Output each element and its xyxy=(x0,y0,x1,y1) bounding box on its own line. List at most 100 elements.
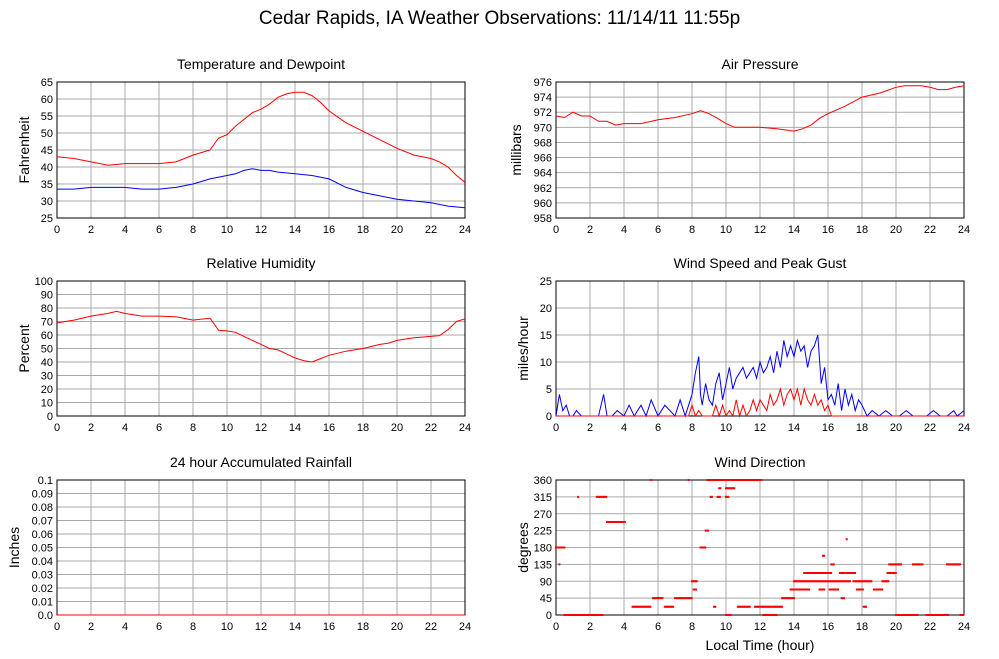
x-tick-label: 10 xyxy=(720,224,732,236)
data-point xyxy=(843,572,846,574)
data-point xyxy=(898,614,901,616)
data-point xyxy=(747,605,750,608)
x-tick-label: 4 xyxy=(122,422,128,434)
data-point xyxy=(617,521,620,523)
data-point xyxy=(581,614,584,616)
data-point xyxy=(941,614,944,616)
y-tick-label: 0.07 xyxy=(32,516,53,528)
data-point xyxy=(744,479,747,481)
data-point xyxy=(570,614,573,616)
data-point xyxy=(582,614,585,616)
data-point xyxy=(746,479,749,481)
x-tick-label: 10 xyxy=(720,621,732,633)
data-point xyxy=(725,487,727,490)
data-point xyxy=(729,614,732,616)
y-tick-label: 315 xyxy=(534,492,552,504)
data-point xyxy=(909,614,912,616)
data-point xyxy=(858,580,861,583)
data-point xyxy=(822,580,825,583)
data-point xyxy=(784,597,787,600)
data-point xyxy=(732,479,735,481)
data-point xyxy=(655,597,658,600)
data-point xyxy=(760,479,763,481)
data-point xyxy=(695,580,698,583)
data-point xyxy=(580,614,583,616)
data-point xyxy=(856,580,859,583)
y-tick-label: 970 xyxy=(534,122,552,134)
y-tick-label: 964 xyxy=(534,168,552,180)
data-point xyxy=(758,605,761,608)
data-point xyxy=(606,521,608,523)
data-point xyxy=(942,614,945,616)
data-point xyxy=(881,588,884,591)
data-point xyxy=(723,479,726,481)
data-point xyxy=(888,572,891,574)
data-point xyxy=(756,479,759,481)
data-point xyxy=(622,521,625,523)
data-point xyxy=(953,563,956,566)
x-tick-label: 0 xyxy=(553,224,559,236)
data-point xyxy=(601,495,604,498)
data-point xyxy=(683,597,686,600)
data-point xyxy=(779,605,782,608)
data-point xyxy=(704,529,707,532)
data-point xyxy=(611,521,614,523)
data-point xyxy=(692,580,695,583)
data-point xyxy=(596,495,599,498)
data-point xyxy=(563,546,566,549)
data-point xyxy=(732,487,735,490)
data-point xyxy=(863,605,866,608)
data-point xyxy=(921,563,924,566)
data-point xyxy=(765,614,768,616)
data-point xyxy=(855,588,858,591)
data-point xyxy=(714,479,717,481)
x-tick-label: 22 xyxy=(924,422,936,434)
data-point xyxy=(764,605,767,608)
data-point xyxy=(822,572,825,574)
data-point xyxy=(818,588,821,591)
data-point xyxy=(782,597,785,600)
data-point xyxy=(590,614,593,616)
plot-frame xyxy=(555,280,965,417)
data-point xyxy=(842,580,845,583)
data-point xyxy=(850,572,853,574)
data-point xyxy=(773,614,776,616)
data-point xyxy=(823,580,826,583)
data-point xyxy=(589,614,592,616)
data-point xyxy=(845,572,848,574)
data-point xyxy=(602,495,605,498)
data-point xyxy=(644,605,647,608)
data-point xyxy=(819,580,822,583)
data-point xyxy=(556,546,559,549)
data-point xyxy=(690,597,693,600)
data-point xyxy=(789,588,792,591)
data-point xyxy=(886,580,889,583)
y-tick-label: 15 xyxy=(540,330,552,342)
chart-title: 24 hour Accumulated Rainfall xyxy=(170,454,352,470)
x-tick-label: 22 xyxy=(924,621,936,633)
data-point xyxy=(827,572,830,574)
x-tick-label: 18 xyxy=(357,422,369,434)
data-point xyxy=(730,479,733,481)
y-tick-label: 0.08 xyxy=(32,502,53,514)
x-tick-label: 8 xyxy=(689,621,695,633)
data-point xyxy=(886,572,889,574)
data-point xyxy=(959,563,962,566)
data-point xyxy=(875,588,878,591)
plot-frame xyxy=(56,280,466,417)
data-point xyxy=(797,588,800,591)
data-point xyxy=(854,580,857,583)
data-point xyxy=(837,588,840,591)
data-point xyxy=(796,588,799,591)
y-axis-label: miles/hour xyxy=(515,316,531,381)
data-point xyxy=(651,597,654,600)
data-point xyxy=(829,588,832,591)
data-point xyxy=(816,580,819,583)
data-point xyxy=(844,580,847,583)
data-point xyxy=(832,588,835,591)
x-tick-label: 20 xyxy=(890,224,902,236)
data-point xyxy=(816,572,819,574)
page-title: Cedar Rapids, IA Weather Observations: 1… xyxy=(258,8,741,29)
data-point xyxy=(802,588,805,591)
